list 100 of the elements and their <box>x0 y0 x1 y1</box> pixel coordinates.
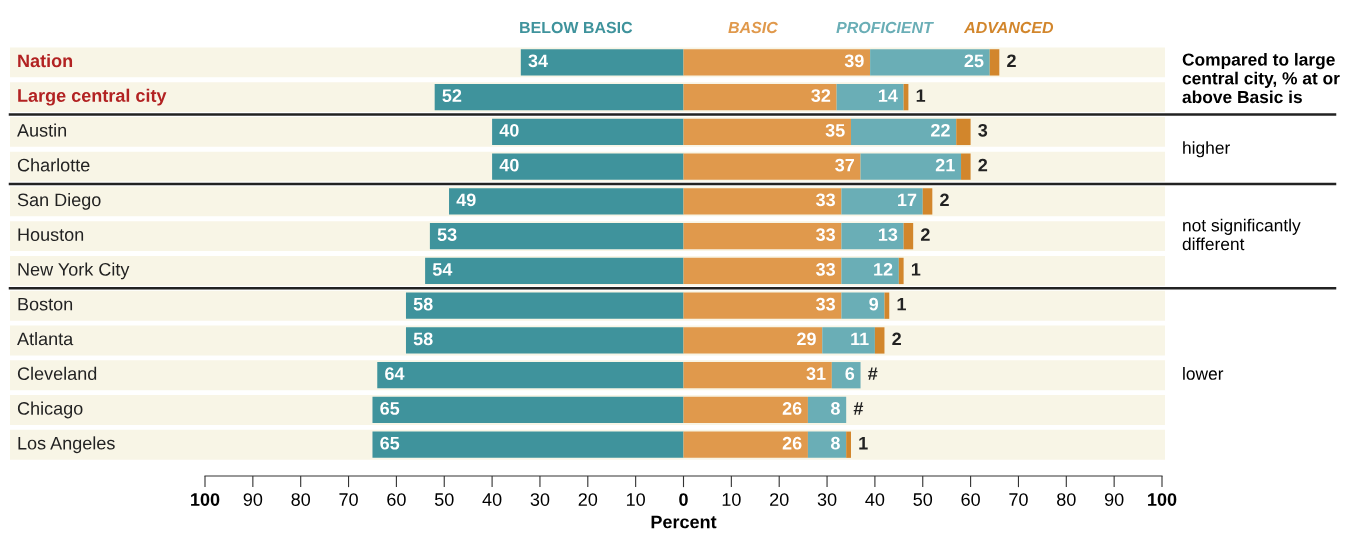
bar <box>405 292 684 319</box>
y-tick-label: Boston <box>18 297 73 311</box>
data-label: 33 <box>816 228 836 242</box>
y-tick-label: San Diego <box>17 193 101 210</box>
data-label: 22 <box>931 123 950 137</box>
y-tick-label: New York City <box>18 262 130 280</box>
bar <box>836 83 904 111</box>
y-tick-label: Charlotte <box>17 158 90 172</box>
bar <box>492 153 684 180</box>
text: Compared to large central city, % at or above Basic is <box>1182 52 1340 104</box>
bar <box>841 292 885 319</box>
data-label: 8 <box>830 402 840 415</box>
x-tick-label: 40 <box>865 493 885 506</box>
bar <box>683 431 808 458</box>
bar <box>922 188 933 215</box>
x-tick-label: 100 <box>191 493 220 506</box>
data-label: 35 <box>825 123 845 137</box>
series-label: BASIC <box>728 21 778 34</box>
data-label: 40 <box>499 158 519 172</box>
x-tick-label: 50 <box>434 493 454 506</box>
bar <box>807 396 847 424</box>
bar <box>850 118 957 146</box>
data-label: 14 <box>878 89 898 102</box>
data-label: 2 <box>892 332 901 346</box>
data-label: 29 <box>797 332 816 346</box>
x-tick-label: 50 <box>913 493 933 506</box>
bar <box>683 362 832 389</box>
data-label: 9 <box>869 297 879 311</box>
data-label: 1 <box>916 89 926 102</box>
x-tick-label: 70 <box>1009 493 1028 506</box>
bar <box>807 431 847 458</box>
bar <box>449 188 684 215</box>
series-label: PROFICIENT <box>836 21 934 34</box>
bar <box>683 257 842 285</box>
data-label: 54 <box>432 263 453 276</box>
text: # <box>853 402 864 415</box>
data-label: 25 <box>964 54 984 68</box>
bar <box>683 327 823 354</box>
bar <box>961 153 971 180</box>
data-label: 3 <box>978 123 988 137</box>
bar <box>683 83 837 111</box>
bar <box>841 188 923 215</box>
data-label: 58 <box>413 332 433 346</box>
data-label: 58 <box>413 297 433 311</box>
bar <box>870 49 990 76</box>
x-tick-label: 90 <box>243 493 263 506</box>
bar <box>898 257 904 285</box>
y-tick-label: Large central city <box>18 88 167 106</box>
data-label: 32 <box>811 89 831 103</box>
data-label: 2 <box>978 158 988 172</box>
x-tick-label: 80 <box>1057 493 1076 506</box>
x-tick-label: 40 <box>482 493 502 506</box>
data-label: 13 <box>878 228 898 242</box>
bar <box>405 327 684 354</box>
bar <box>683 153 861 180</box>
x-tick-label: 90 <box>1104 493 1124 506</box>
x-axis-title: Percent <box>651 515 717 529</box>
y-tick-label: Houston <box>18 228 84 242</box>
data-label: 31 <box>806 367 826 381</box>
data-label: 26 <box>782 402 802 415</box>
x-tick-label: 30 <box>817 493 837 506</box>
data-label: 33 <box>816 193 836 207</box>
data-label: 40 <box>499 123 519 137</box>
bar <box>874 327 885 354</box>
bar <box>956 118 971 146</box>
series-label: BELOW BASIC <box>520 21 633 34</box>
x-tick-label: 10 <box>722 493 741 506</box>
bar <box>520 49 684 76</box>
x-tick-label: 20 <box>578 493 598 506</box>
series-label: ADVANCED <box>963 21 1054 34</box>
data-label: 17 <box>898 193 917 207</box>
x-tick-label: 30 <box>530 493 550 506</box>
x-tick-label: 80 <box>291 493 311 506</box>
bar <box>372 431 684 458</box>
bar <box>831 362 861 389</box>
data-label: 12 <box>874 262 893 276</box>
data-label: 33 <box>816 262 836 276</box>
bar <box>434 83 684 111</box>
data-label: 1 <box>897 297 906 311</box>
bar <box>683 396 808 424</box>
y-tick-label: Atlanta <box>17 332 74 346</box>
data-label: 2 <box>920 228 930 241</box>
data-label: 53 <box>437 228 457 242</box>
bar <box>429 223 684 250</box>
text: # <box>868 367 878 380</box>
data-label: 2 <box>940 193 949 207</box>
y-tick-label: Nation <box>18 53 73 68</box>
x-tick-label: 100 <box>1148 493 1177 506</box>
text: lower <box>1183 367 1224 380</box>
y-tick-label: Los Angeles <box>18 436 115 454</box>
data-label: 1 <box>859 436 868 450</box>
data-label: 34 <box>528 54 548 68</box>
x-tick-label: 20 <box>770 493 789 506</box>
bar <box>683 118 851 146</box>
data-label: 39 <box>844 54 864 68</box>
x-tick-label: 60 <box>961 493 980 506</box>
bar <box>425 257 684 285</box>
text: higher <box>1183 141 1230 158</box>
data-label: 65 <box>380 436 400 450</box>
data-label: 37 <box>835 158 855 172</box>
